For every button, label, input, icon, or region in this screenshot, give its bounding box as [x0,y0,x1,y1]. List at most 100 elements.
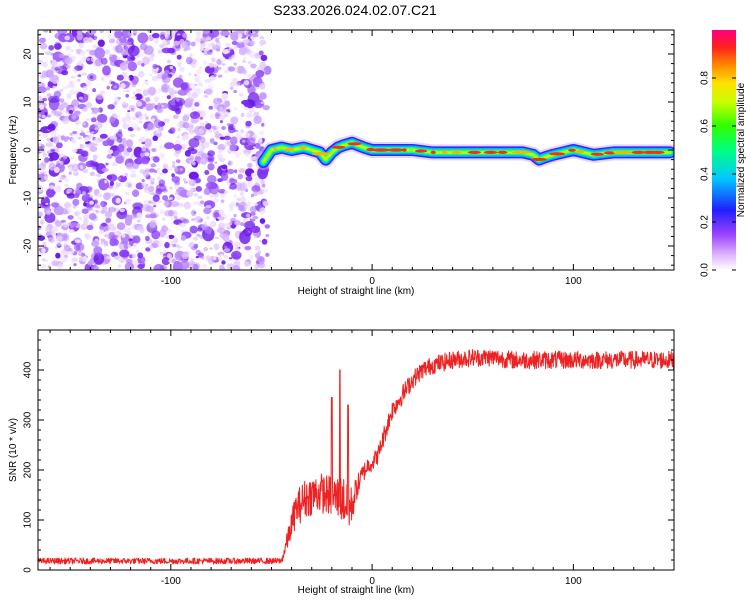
noise-blob [71,163,79,172]
noise-blob [69,48,75,53]
noise-blob [130,169,136,174]
noise-blob [169,127,176,134]
noise-blob [114,186,118,190]
noise-blob [217,178,224,183]
noise-blob [231,250,242,260]
noise-blob [247,162,253,168]
noise-blob [188,82,195,89]
colorbar-tick-label: 0.0 [700,263,711,277]
noise-blob [141,178,145,183]
noise-blob [213,198,220,203]
noise-blob [93,246,103,255]
noise-blob [94,143,98,146]
noise-blob [186,190,194,198]
snr-xtick-label: 100 [565,576,582,587]
noise-blob [182,143,187,147]
noise-blob [41,61,48,68]
noise-blob [44,157,50,163]
noise-blob [156,105,163,113]
noise-blob [82,106,88,112]
noise-blob [101,57,108,65]
noise-blob [194,219,199,223]
noise-blob [52,186,58,190]
noise-blob [228,47,233,50]
noise-blob [54,220,62,227]
noise-blob [240,244,246,248]
noise-blob [116,56,121,61]
noise-blob [228,161,232,166]
noise-blob [121,30,132,39]
noise-blob [58,157,66,162]
noise-blob [58,104,64,111]
noise-blob [48,236,53,242]
noise-blob [117,143,125,153]
noise-blob [243,80,250,86]
noise-blob [220,30,230,37]
noise-blob [156,167,161,172]
noise-blob [53,205,64,216]
noise-blob [82,191,86,196]
noise-blob [74,239,81,244]
noise-blob [59,60,64,66]
noise-blob [48,162,56,171]
ridge-hotspot [467,150,481,154]
noise-blob [82,255,88,263]
noise-blob [45,227,52,233]
noise-blob [56,142,63,149]
noise-blob [164,69,170,75]
noise-blob [62,118,70,125]
noise-blob [142,89,149,97]
noise-blob [234,82,241,87]
noise-blob [64,57,73,65]
noise-blob [250,225,261,233]
noise-blob [218,209,225,216]
noise-blob [145,57,151,63]
noise-blob [38,211,43,217]
noise-blob [89,75,94,79]
noise-blob [144,186,149,191]
noise-blob [199,158,208,165]
ridge-hotspot [451,150,462,154]
noise-blob [196,69,203,74]
noise-blob [229,178,238,184]
noise-blob [67,215,74,220]
noise-blob [38,170,43,175]
noise-blob [139,136,146,143]
noise-blob [80,50,86,56]
noise-blob [168,209,174,217]
noise-blob [131,96,137,100]
noise-blob [152,201,156,204]
noise-blob [127,227,131,231]
noise-blob [38,86,47,93]
noise-blob [95,204,101,209]
noise-blob [155,129,161,134]
noise-blob [151,75,158,82]
noise-blob [244,152,250,157]
noise-blob [188,131,194,135]
noise-blob [62,85,68,90]
noise-blob [246,213,251,218]
noise-blob [54,67,59,71]
noise-blob [220,199,225,203]
noise-blob [178,74,183,79]
noise-blob [44,51,52,56]
noise-blob [91,240,100,247]
noise-blob [93,200,97,204]
snr-xtick-label: -100 [161,576,181,587]
noise-blob [254,245,261,251]
noise-blob [152,240,160,245]
noise-blob [150,53,155,58]
noise-blob [59,88,64,92]
ridge-hotspot [575,150,585,154]
noise-blob [159,251,163,255]
noise-blob [99,133,108,139]
noise-blob [193,192,198,197]
noise-blob [91,208,96,213]
noise-blob [198,128,204,135]
noise-blob [43,175,49,180]
noise-blob [235,202,240,207]
noise-blob [97,137,104,143]
noise-blob [86,118,91,121]
noise-blob [104,179,108,184]
noise-blob [177,127,181,132]
